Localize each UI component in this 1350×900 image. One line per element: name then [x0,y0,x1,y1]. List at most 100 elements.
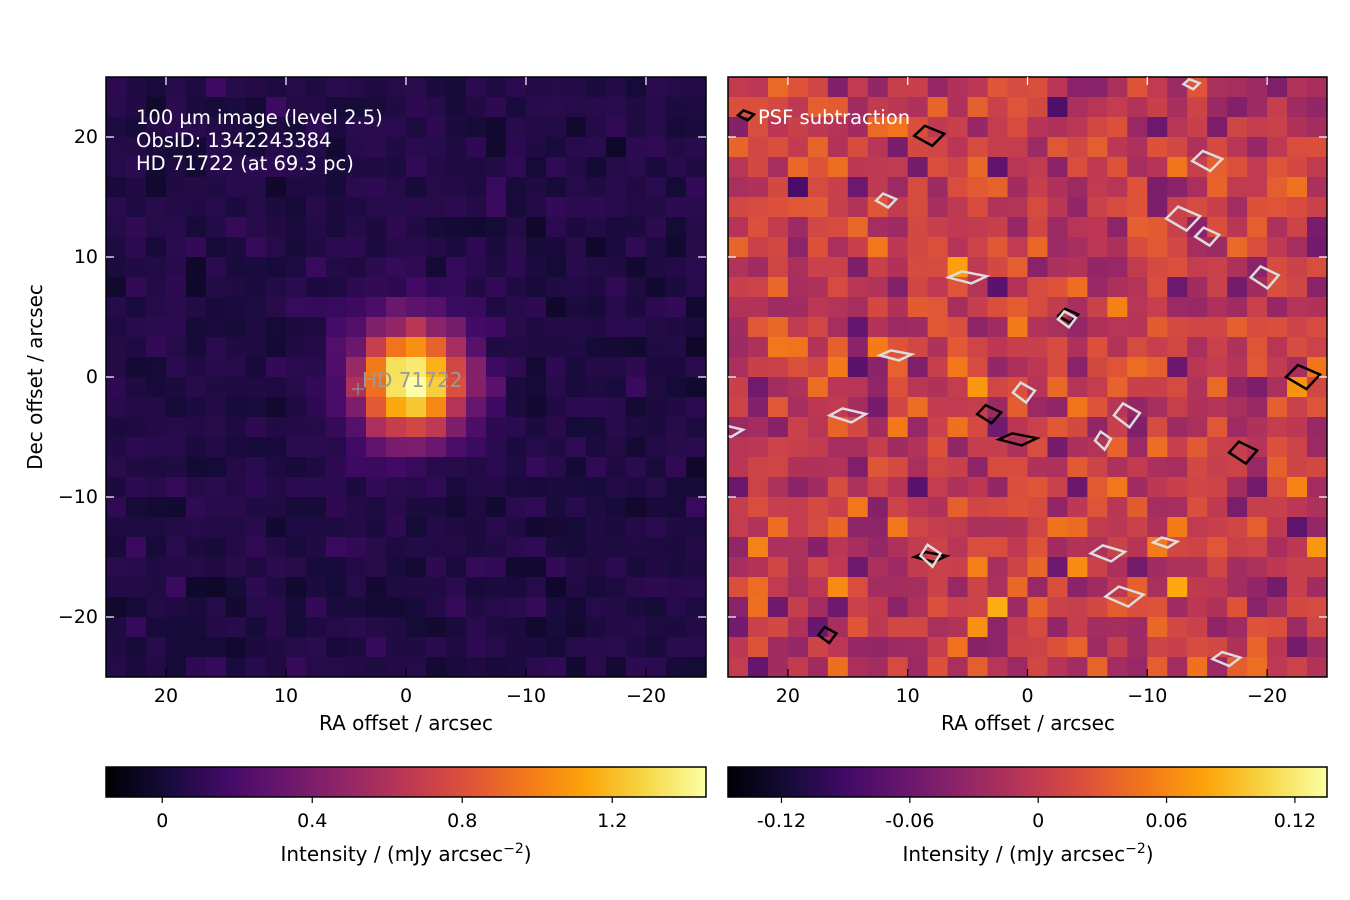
left-pixel [546,137,567,158]
right-pixel [787,137,809,158]
right-pixel [787,297,809,318]
negative-contour [1088,544,1128,563]
left-pixel [246,357,267,378]
right-pixel [767,457,789,478]
right-pixel [827,417,849,438]
left-pixel [246,397,267,418]
right-pixel [767,297,789,318]
left-pixel [186,277,207,298]
left-pixel [166,557,187,578]
left-pixel [586,317,607,338]
right-pixel [1147,177,1168,198]
right-pixel [1067,237,1088,258]
right-pixel [1167,437,1188,458]
left-pixel [106,317,127,338]
left-pixel [466,97,487,118]
right-pixel [1127,317,1148,338]
left-pixel [466,597,487,618]
right-pixel [847,297,869,318]
negative-contour [728,424,747,439]
right-pixel [1107,357,1128,378]
left-pixel [146,157,167,178]
left-pixel [646,357,667,378]
left-pixel [386,337,407,358]
right-pixel [1207,537,1228,558]
left-pixel [306,337,327,358]
right-pixel [1107,157,1128,178]
left-pixel [566,357,587,378]
left-pixel [166,477,187,498]
left-pixel [306,597,327,618]
left-pixel [226,137,247,158]
right-pixel [728,397,749,418]
negative-contour [944,270,991,285]
left-pixel [126,357,147,378]
left-pixel [406,117,427,138]
left-pixel [646,217,667,238]
right-pixel [847,637,869,658]
left-pixel [146,297,167,318]
right-pixel [1307,417,1327,438]
left-pixel [166,397,187,418]
right-pixel [1167,237,1188,258]
left-pixel [206,557,227,578]
right-pixel [867,257,889,278]
right-pixel [887,157,909,178]
right-pixel [887,517,909,538]
left-pixel [386,437,407,458]
right-pixel [907,497,929,518]
left-pixel [186,417,207,438]
right-pixel [1227,657,1248,677]
left-pixel [626,377,647,398]
left-pixel [626,257,647,278]
right-pixel [1287,77,1308,98]
right-pixel [1167,277,1188,298]
left-pixel [586,277,607,298]
left-pixel [646,257,667,278]
left-pixel [546,337,567,358]
left-pixel [526,437,547,458]
right-pixel [1087,577,1108,598]
right-pixel [728,437,749,458]
left-pixel [566,617,587,638]
left-pixel [246,137,267,158]
left-pixel [266,337,287,358]
right-pixel [907,357,929,378]
right-pixel [827,117,849,138]
right-pixel [807,537,829,558]
left-pixel [126,457,147,478]
left-pixel [426,257,447,278]
right-pixel [787,197,809,218]
left-pixel [306,637,327,658]
left-pixel [686,497,706,518]
right-pixel [1047,617,1069,638]
left-pixel [106,617,127,638]
left-pixel [586,157,607,178]
left-pixel [406,497,427,518]
left-pixel [326,217,347,238]
left-pixel [626,597,647,618]
left-pixel [406,257,427,278]
right-pixel [1207,497,1228,518]
left-pixel [546,277,567,298]
right-pixel [1107,97,1128,118]
right-pixel [1007,297,1029,318]
right-pixel [1167,457,1188,478]
right-pixel [1287,137,1308,158]
left-pixel [346,257,367,278]
right-pixel [887,197,909,218]
left-pixel [406,277,427,298]
left-pixel [166,597,187,618]
left-pixel [126,557,147,578]
left-pixel [266,597,287,618]
left-pixel [646,117,667,138]
left-pixel [666,497,687,518]
right-pixel [1267,497,1288,518]
left-pixel [506,477,527,498]
left-pixel [446,597,467,618]
left-pixel [266,157,287,178]
right-pixel [767,337,789,358]
left-pixel [126,517,147,538]
right-pixel [927,577,949,598]
right-pixel [1027,557,1049,578]
